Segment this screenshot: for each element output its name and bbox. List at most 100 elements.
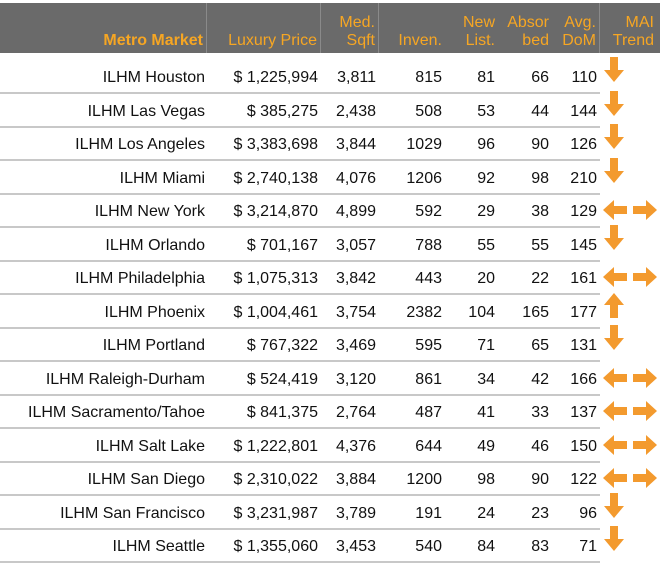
cell-price: $ 524,419: [246, 370, 318, 388]
cell-inven: 1200: [406, 471, 442, 488]
down-arrow-icon: [603, 57, 625, 87]
cell-price: $ 1,355,060: [233, 538, 318, 555]
table-row: ILHM Orlando $ 701,167 3,057 788 55 55 145: [0, 229, 600, 262]
cell-absorbed: 98: [531, 169, 549, 187]
header-mai-trend[interactable]: MAI Trend: [612, 14, 654, 49]
cell-market: ILHM San Francisco: [60, 504, 205, 522]
cell-price: $ 2,310,022: [233, 471, 318, 488]
table-header: Metro Market Luxury Price Med. Sqft Inve…: [0, 3, 660, 53]
cell-inven: 815: [415, 69, 442, 86]
cell-sqft: 3,884: [335, 471, 376, 488]
cell-inven: 2382: [406, 303, 442, 321]
cell-absorbed: 66: [531, 69, 549, 86]
cell-newlist: 96: [477, 136, 495, 153]
cell-price: $ 1,222,801: [233, 437, 318, 455]
left-right-arrows-icon: [603, 434, 657, 464]
cell-newlist: 53: [477, 102, 495, 120]
cell-price: $ 385,275: [246, 102, 318, 120]
cell-market: ILHM Sacramento/Tahoe: [28, 404, 205, 421]
cell-sqft: 2,764: [335, 404, 376, 421]
header-absorbed[interactable]: Absor bed: [507, 14, 549, 49]
cell-inven: 595: [415, 337, 442, 354]
cell-newlist: 81: [477, 69, 495, 86]
cell-absorbed: 55: [531, 236, 549, 254]
header-med-sqft[interactable]: Med. Sqft: [321, 3, 379, 53]
cell-newlist: 55: [477, 236, 495, 254]
cell-market: ILHM Raleigh-Durham: [45, 370, 205, 388]
cell-dom: 129: [570, 203, 597, 220]
cell-dom: 166: [570, 370, 597, 388]
table-row: ILHM Miami $ 2,740,138 4,076 1206 92 98 210: [0, 162, 600, 195]
cell-market: ILHM Philadelphia: [75, 270, 205, 287]
cell-newlist: 49: [477, 437, 495, 455]
cell-price: $ 3,231,987: [233, 504, 318, 522]
cell-market: ILHM Orlando: [105, 236, 205, 254]
table-row: ILHM Seattle $ 1,355,060 3,453 540 84 83 71: [0, 530, 600, 563]
cell-price: $ 3,383,698: [233, 136, 318, 153]
cell-newlist: 24: [477, 504, 495, 522]
cell-absorbed: 38: [531, 203, 549, 220]
cell-market: ILHM Las Vegas: [87, 102, 205, 120]
cell-absorbed: 22: [531, 270, 549, 287]
left-right-arrows-icon: [603, 367, 657, 397]
cell-market: ILHM Salt Lake: [95, 437, 205, 455]
cell-price: $ 1,225,994: [233, 69, 318, 86]
cell-inven: 540: [415, 538, 442, 555]
cell-price: $ 3,214,870: [233, 203, 318, 220]
cell-market: ILHM San Diego: [87, 471, 205, 488]
table-row: ILHM Las Vegas $ 385,275 2,438 508 53 44 144: [0, 95, 600, 128]
cell-sqft: 2,438: [335, 102, 376, 120]
cell-absorbed: 90: [531, 471, 549, 488]
table-row: ILHM Portland $ 767,322 3,469 595 71 65 131: [0, 329, 600, 362]
cell-inven: 487: [415, 404, 442, 421]
cell-newlist: 104: [468, 303, 495, 321]
cell-dom: 131: [570, 337, 597, 354]
down-arrow-icon: [603, 526, 625, 556]
cell-absorbed: 42: [531, 370, 549, 388]
cell-dom: 144: [570, 102, 597, 120]
cell-absorbed: 165: [522, 303, 549, 321]
cell-inven: 1029: [406, 136, 442, 153]
header-metro-market[interactable]: Metro Market: [0, 3, 207, 53]
table-row: ILHM Sacramento/Tahoe $ 841,375 2,764 487 41…: [0, 396, 600, 429]
header-new-listings[interactable]: New List.: [462, 14, 495, 49]
cell-dom: 150: [570, 437, 597, 455]
cell-sqft: 3,842: [335, 270, 376, 287]
cell-market: ILHM Los Angeles: [75, 136, 205, 153]
cell-absorbed: 44: [531, 102, 549, 120]
down-arrow-icon: [603, 492, 625, 523]
table-row: ILHM New York $ 3,214,870 4,899 592 29 38 129: [0, 195, 600, 228]
cell-price: $ 767,322: [246, 337, 318, 354]
table-row: ILHM Houston $ 1,225,994 3,811 815 81 66 110: [0, 61, 600, 94]
cell-price: $ 841,375: [246, 404, 318, 421]
cell-sqft: 3,789: [335, 504, 376, 522]
cell-sqft: 3,057: [335, 236, 376, 254]
cell-sqft: 3,754: [335, 303, 376, 321]
cell-inven: 644: [415, 437, 442, 455]
cell-absorbed: 65: [531, 337, 549, 354]
cell-dom: 71: [579, 538, 597, 555]
cell-sqft: 3,844: [335, 136, 376, 153]
cell-sqft: 3,453: [335, 538, 376, 555]
table-row: ILHM Los Angeles $ 3,383,698 3,844 1029 96 90…: [0, 128, 600, 161]
cell-absorbed: 33: [531, 404, 549, 421]
header-avg-dom[interactable]: Avg. DoM: [552, 3, 600, 53]
table-row: ILHM Phoenix $ 1,004,461 3,754 2382 104 165 17…: [0, 296, 600, 329]
cell-newlist: 92: [477, 169, 495, 187]
cell-newlist: 71: [477, 337, 495, 354]
cell-sqft: 3,469: [335, 337, 376, 354]
cell-price: $ 701,167: [246, 236, 318, 254]
header-luxury-price[interactable]: Luxury Price: [207, 3, 321, 53]
cell-absorbed: 83: [531, 538, 549, 555]
cell-newlist: 98: [477, 471, 495, 488]
cell-newlist: 41: [477, 404, 495, 421]
down-arrow-icon: [603, 90, 625, 121]
cell-dom: 161: [570, 270, 597, 287]
cell-inven: 191: [415, 504, 442, 522]
cell-market: ILHM Miami: [119, 169, 205, 187]
cell-dom: 110: [571, 69, 597, 86]
cell-inven: 592: [415, 203, 442, 220]
cell-absorbed: 46: [531, 437, 549, 455]
table-row: ILHM San Diego $ 2,310,022 3,884 1200 98 90 12…: [0, 463, 600, 496]
header-inventory[interactable]: Inven.: [398, 32, 442, 49]
